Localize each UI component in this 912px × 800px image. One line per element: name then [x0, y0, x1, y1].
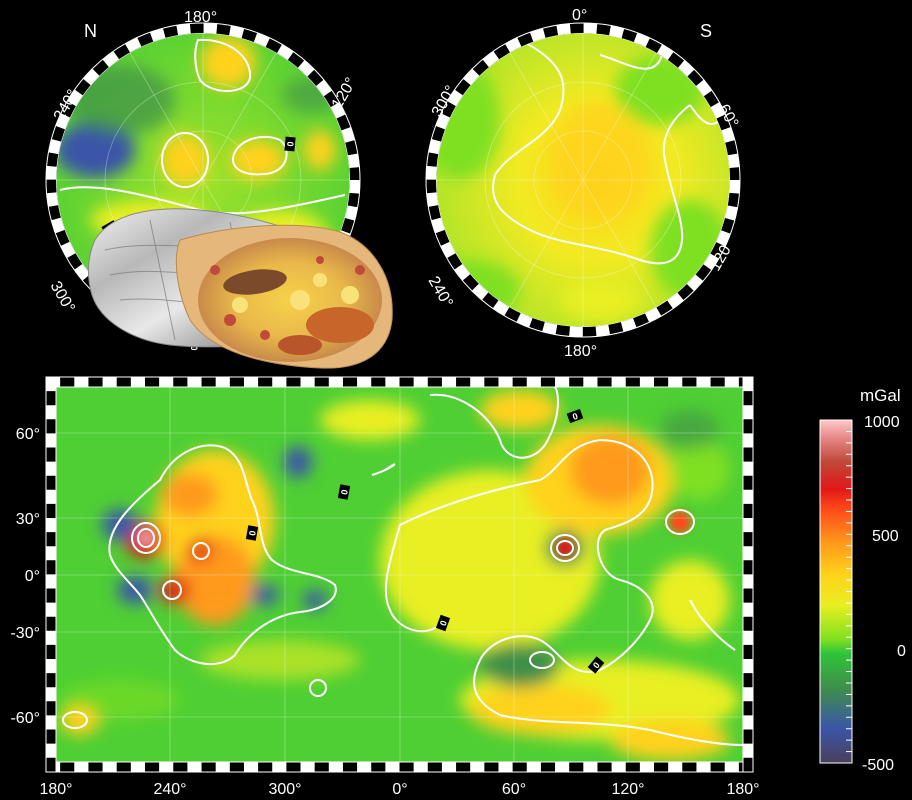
lat-label-0: 0° [25, 568, 40, 585]
colorbar-tick-1000: 1000 [864, 414, 900, 431]
south-hemisphere-label: S [700, 21, 712, 41]
burrito-photo [87, 208, 393, 369]
colorbar-tick-500: 500 [872, 528, 899, 545]
south-polar-map: S 0° 60° 300° 120° 240° 180° [425, 7, 742, 360]
cylindrical-field [56, 387, 743, 762]
contour-tag: 0 [438, 619, 449, 627]
contour-tag: 0 [285, 141, 295, 147]
south-polar-graticule [436, 33, 730, 327]
lat-label-neg60: -60° [10, 710, 40, 727]
colorbar-tick-0: 0 [897, 643, 906, 660]
lon-label-180-right: 180° [726, 781, 759, 798]
contour-tag: 0 [339, 489, 350, 496]
south-lon-label-240: 240° [425, 274, 456, 311]
lon-label-120: 120° [611, 781, 644, 798]
north-lon-label-180: 180° [184, 9, 217, 26]
north-lon-label-120: 120° [329, 75, 360, 112]
lon-label-0: 0° [392, 781, 407, 798]
cylindrical-map: 60° 30° 0° -30° -60° 180° 240° 300° 0° 6… [10, 376, 760, 798]
contour-tag: 0 [571, 411, 579, 422]
south-lon-label-0: 0° [572, 7, 587, 24]
colorbar-unit-label: mGal [860, 386, 901, 405]
cylindrical-graticule [56, 387, 743, 762]
contour-tag: 0 [247, 530, 258, 537]
lon-label-300: 300° [268, 781, 301, 798]
lat-label-neg30: -30° [10, 625, 40, 642]
colorbar-tick-neg500: -500 [862, 757, 894, 774]
north-lon-label-300: 300° [47, 279, 78, 316]
burrito-filling-bits [210, 256, 374, 355]
lon-label-240: 240° [153, 781, 186, 798]
lon-label-180-left: 180° [39, 781, 72, 798]
lat-label-60: 60° [16, 426, 40, 443]
cylindrical-contours [62, 387, 743, 746]
contour-tag: 0 [190, 345, 200, 350]
lat-label-30: 30° [16, 511, 40, 528]
colorbar: mGal 1000 500 0 -500 [819, 386, 906, 774]
north-hemisphere-label: N [84, 21, 97, 41]
cylindrical-frame [45, 376, 754, 773]
lon-label-60: 60° [502, 781, 526, 798]
contour-tag: 0 [591, 660, 602, 670]
south-lon-label-180: 180° [564, 343, 597, 360]
